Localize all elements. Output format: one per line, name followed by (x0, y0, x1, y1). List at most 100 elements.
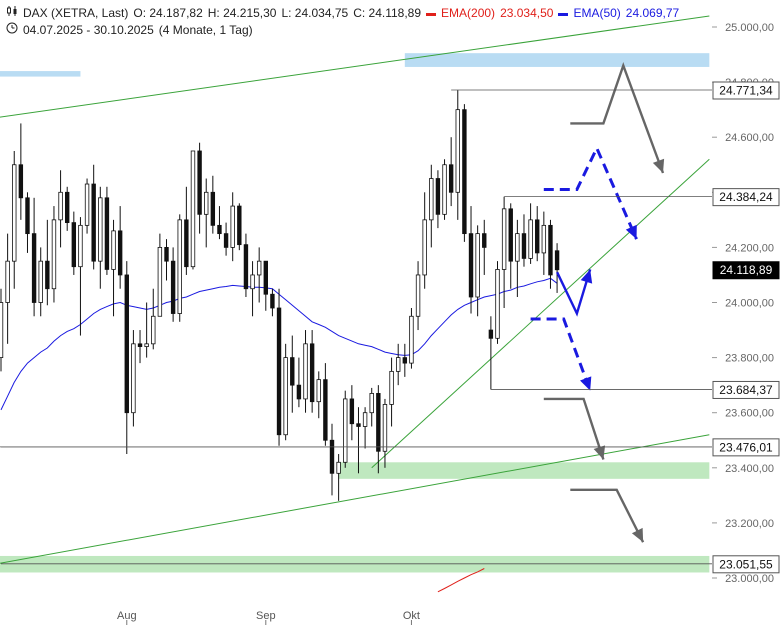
candle-body (402, 357, 408, 364)
candle-body (170, 260, 176, 314)
candle-body (554, 250, 560, 271)
close-value: C: 24.118,89 (353, 5, 422, 20)
support-zone-low (0, 555, 710, 573)
scenario-gray-top (570, 62, 665, 174)
candle-body (296, 384, 302, 400)
high-value: H: 24.215,30 (207, 5, 277, 20)
candle-body (204, 191, 209, 215)
candle-body (117, 230, 123, 276)
candle-body (343, 398, 348, 463)
candle-body (501, 208, 507, 270)
price-label-text: 24.771,34 (719, 83, 773, 97)
candle-body (475, 233, 480, 298)
ema50-legend-value: 24.069,77 (625, 5, 680, 20)
candle-body (376, 393, 381, 452)
date-range: 04.07.2025 - 30.10.2025 (23, 22, 154, 37)
chart-header-line1: DAX (XETRA, Last) O: 24.187,82 H: 24.215… (6, 5, 684, 20)
lines-layer (0, 15, 712, 564)
candle-body (250, 274, 255, 290)
candle-body (12, 164, 17, 262)
scenario-arrowhead (625, 224, 637, 240)
candle-body (144, 343, 149, 347)
candle-body (18, 164, 24, 199)
ema200-legend-label: EMA(200) (441, 5, 496, 20)
y-axis-layer: 25.000,0024.800,0024.600,0024.400,0024.2… (712, 22, 774, 585)
candle-body (290, 357, 295, 386)
candle-body (349, 398, 355, 425)
candle-body (217, 224, 222, 235)
price-label-box (712, 188, 780, 207)
candle-body (415, 274, 421, 317)
candle-body (468, 233, 474, 298)
ema50-legend-label: EMA(50) (573, 5, 621, 20)
candle-body (541, 224, 547, 254)
candle-body (31, 233, 37, 303)
ema200-legend-value: 23.034,50 (500, 5, 554, 20)
candle-body (184, 219, 189, 268)
candle-body (369, 393, 374, 414)
candle-body (389, 370, 394, 405)
candle-body (78, 224, 83, 268)
x-tick-label: Okt (403, 610, 420, 622)
scenario-blue-up (556, 269, 592, 317)
candle-body (45, 260, 50, 290)
scenario-arrowhead (652, 158, 665, 174)
trendline-rising-support (371, 158, 710, 469)
y-tick-label: 23.400,00 (725, 463, 774, 475)
candle-body (283, 357, 288, 436)
candle-body (448, 164, 454, 193)
candle-body (98, 197, 103, 262)
y-tick-label: 24.600,00 (725, 132, 774, 144)
ema200-legend-swatch (426, 6, 437, 20)
candle-body (131, 343, 136, 414)
price-label-box (712, 81, 780, 100)
candle-body (263, 260, 268, 295)
candle-body (442, 164, 447, 215)
candle-body (164, 246, 169, 262)
candle-body (58, 191, 63, 221)
candle-body (197, 150, 202, 215)
chart-header-line2: 04.07.2025 - 30.10.2025 (4 Monate, 1 Tag… (6, 22, 258, 37)
price-label-box (712, 438, 780, 457)
candle-body (422, 219, 427, 276)
candle-body (309, 343, 315, 403)
price-label-text: 23.684,37 (719, 383, 773, 397)
candle-body (25, 197, 30, 235)
price-label-box (712, 261, 780, 280)
candlestick-icon (6, 5, 18, 20)
candle-body (91, 183, 96, 262)
candle-body (382, 404, 388, 452)
ema200-line (437, 568, 485, 593)
x-tick-label: Aug (117, 610, 137, 622)
candle-body (157, 246, 163, 317)
period-info: (4 Monate, 1 Tag) (158, 22, 253, 37)
resistance-zone-right (404, 53, 710, 67)
candle-body (111, 230, 116, 270)
candle-body (508, 208, 513, 262)
scenario-arrowhead (580, 376, 592, 391)
scenario-arrows-layer (530, 62, 665, 543)
price-label-box (712, 555, 780, 574)
candle-body (435, 178, 441, 215)
candle-body (362, 412, 368, 427)
scenario-arrowhead (593, 445, 606, 460)
candle-body (323, 379, 328, 441)
candle-body (223, 233, 229, 248)
candle-body (482, 233, 487, 248)
candle-body (243, 244, 249, 290)
candle-body (303, 343, 308, 400)
trendline-lower-channel (0, 434, 710, 564)
support-zone-mid (338, 462, 710, 479)
x-tick-label: Sep (256, 610, 276, 622)
candle-body (528, 219, 533, 259)
candle-body (495, 269, 500, 339)
candle-body (409, 315, 414, 364)
candle-body (256, 260, 262, 276)
scenario-arrowhead (631, 527, 644, 543)
candle-body (548, 224, 553, 276)
candle-body (455, 109, 460, 193)
candle-body (356, 423, 361, 427)
candle-body (137, 343, 143, 347)
candles-layer (0, 90, 560, 501)
